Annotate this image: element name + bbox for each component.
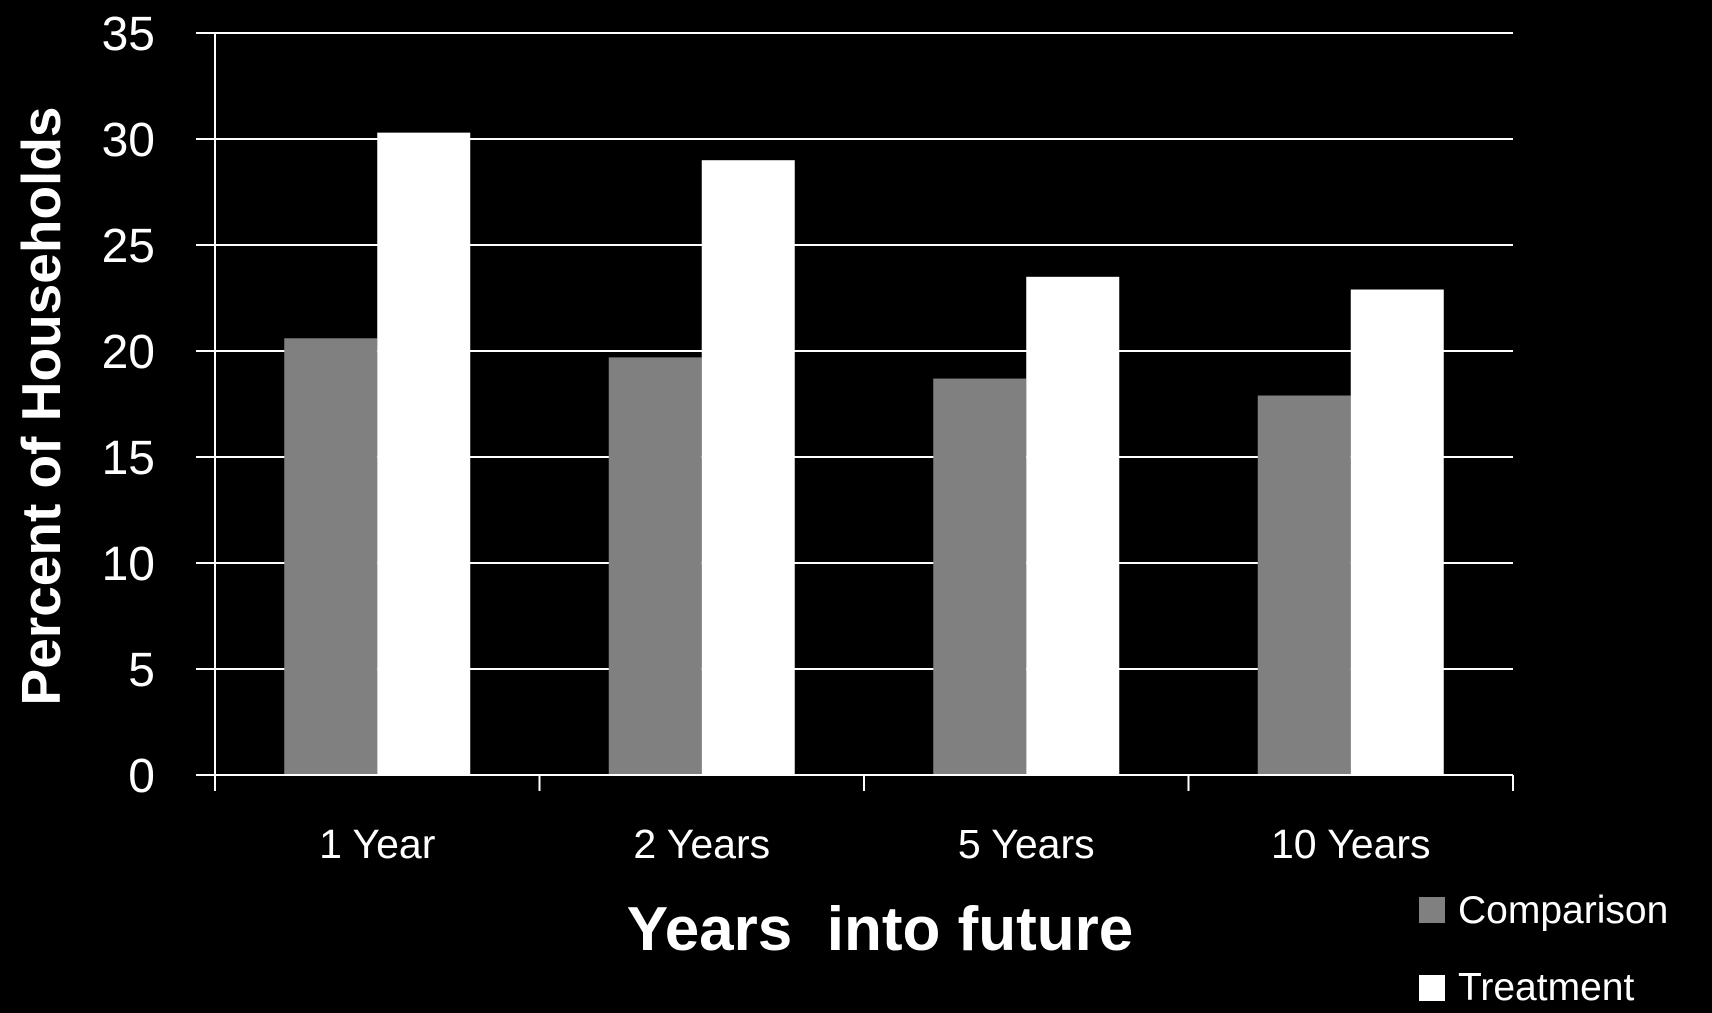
bar-treatment-0 bbox=[377, 132, 471, 775]
x-tick-label: 5 Years bbox=[958, 821, 1095, 867]
legend-label-treatment: Treatment bbox=[1458, 966, 1634, 1008]
y-tick-label: 0 bbox=[128, 750, 155, 803]
x-tick-label: 10 Years bbox=[1271, 821, 1431, 867]
y-tick-label: 30 bbox=[102, 114, 155, 167]
bar-comparison-2 bbox=[933, 378, 1027, 775]
axes bbox=[196, 33, 1514, 791]
legend-swatch-treatment bbox=[1419, 975, 1445, 1001]
y-tick-label: 5 bbox=[128, 644, 155, 697]
legend-label-comparison: Comparison bbox=[1458, 889, 1668, 932]
legend: Comparison Treatment bbox=[1419, 889, 1668, 1009]
bar-comparison-3 bbox=[1257, 395, 1351, 775]
x-axis-title: Years into future bbox=[627, 895, 1133, 964]
y-tick-label: 15 bbox=[102, 432, 155, 485]
y-axis-title: Percent of Households bbox=[10, 107, 72, 706]
y-tick-label: 35 bbox=[102, 8, 155, 61]
x-tick-labels: 1 Year 2 Years 5 Years 10 Years bbox=[319, 821, 1430, 867]
y-tick-labels: 0 5 10 15 20 25 30 35 bbox=[102, 8, 155, 803]
x-tick-label: 1 Year bbox=[319, 821, 435, 867]
y-tick-label: 20 bbox=[102, 326, 155, 379]
bar-treatment-2 bbox=[1026, 276, 1120, 775]
bar-comparison-0 bbox=[284, 338, 378, 775]
legend-swatch-comparison bbox=[1419, 897, 1445, 923]
bar-comparison-1 bbox=[608, 357, 702, 775]
legend-item-treatment: Treatment bbox=[1419, 966, 1634, 1009]
bars bbox=[284, 132, 1444, 775]
y-tick-label: 10 bbox=[102, 538, 155, 591]
legend-item-comparison: Comparison bbox=[1419, 889, 1668, 932]
y-tick-label: 25 bbox=[102, 220, 155, 273]
bar-treatment-3 bbox=[1350, 289, 1444, 775]
x-tick-label: 2 Years bbox=[633, 821, 770, 867]
bar-treatment-1 bbox=[701, 160, 795, 775]
